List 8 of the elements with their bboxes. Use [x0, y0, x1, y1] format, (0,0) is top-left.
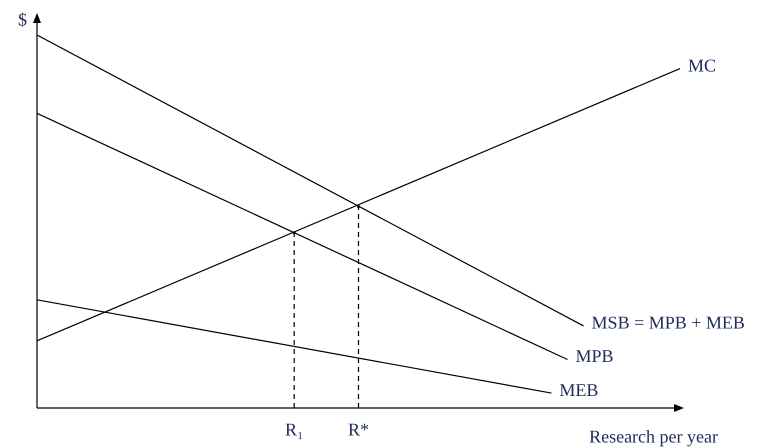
x-tick-label: R*	[348, 420, 370, 440]
series-label: MPB	[575, 346, 614, 366]
x-axis-title: Research per year	[589, 426, 718, 447]
y-axis-title: $	[18, 10, 27, 30]
series-label: MC	[688, 55, 716, 76]
series-label: MSB = MPB + MEB	[592, 312, 745, 333]
x-tick-label: R₁	[285, 420, 304, 440]
series-label: MEB	[559, 380, 598, 400]
